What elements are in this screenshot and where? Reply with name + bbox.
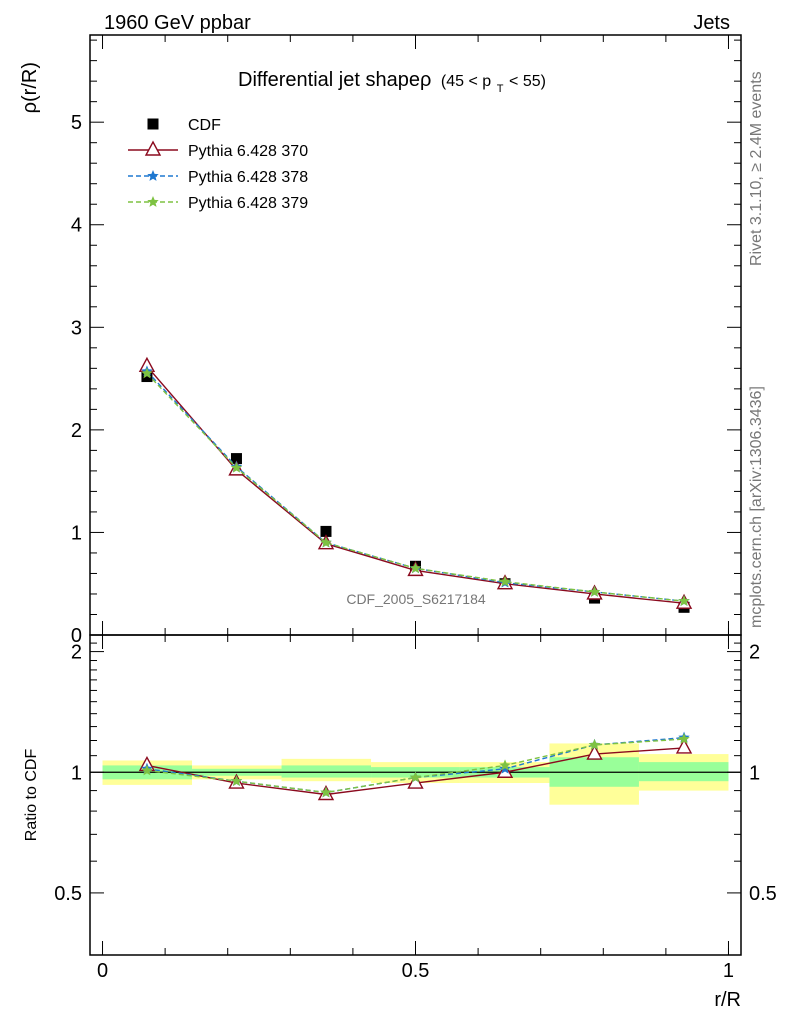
main-y-tick-label-1: 1 <box>71 522 82 544</box>
main-title-text: Differential jet shapeρ <box>238 69 431 91</box>
main-series-3-point-6 <box>678 595 690 607</box>
main-series-3-point-1 <box>230 461 243 473</box>
legend-marker-2 <box>147 170 159 181</box>
ratio-series-2-point-4 <box>499 759 511 771</box>
x-tick-label-0: 0 <box>97 960 108 982</box>
rivet-label: Rivet 3.1.10, ≥ 2.4M events <box>748 71 765 266</box>
x-axis-label: r/R <box>714 989 741 1011</box>
ratio-frame <box>89 634 742 956</box>
main-series-0-point-1 <box>230 453 242 465</box>
legend-label-2: Pythia 6.428 378 <box>188 169 308 186</box>
ratio-series-2-point-2 <box>320 786 332 798</box>
x-tick-label-1: 0.5 <box>402 960 430 982</box>
main-title: Differential jet shapeρ (45 < p T < 55) <box>238 69 546 97</box>
main-y-tick-label-2: 2 <box>71 420 82 442</box>
main-series-3-point-3 <box>409 562 422 574</box>
main-y-tick-label-3: 3 <box>71 317 82 339</box>
main-series-3-point-5 <box>588 585 601 597</box>
legend-marker-1 <box>144 140 162 156</box>
main-marks <box>138 356 693 613</box>
main-y-axis-label: ρ(r/R) <box>19 62 41 113</box>
ratio-y-tick-label-right-0: 0.5 <box>749 883 777 905</box>
ratio-y-axis-label: Ratio to CDF <box>23 749 40 842</box>
analysis-watermark: CDF_2005_S6217184 <box>346 591 486 607</box>
ratio-series-0-point-5 <box>586 744 603 760</box>
legend-label-3: Pythia 6.428 379 <box>188 195 308 212</box>
main-series-3-point-2 <box>320 536 332 548</box>
ratio-y-tick-label-0: 0.5 <box>54 883 82 905</box>
ratio-series-1-point-4 <box>499 762 511 774</box>
ratio-marks <box>138 731 693 801</box>
ratio-x-ticks: 0 0.5 1 <box>97 635 734 982</box>
mcplots-label: mcplots.cern.ch [arXiv:1306.3436] <box>748 386 765 628</box>
ratio-series-2-point-0 <box>141 764 153 776</box>
header-left: 1960 GeV ppbar <box>104 12 251 34</box>
ratio-y-tick-label-right-1: 1 <box>749 762 760 784</box>
main-y-tick-label-4: 4 <box>71 215 82 237</box>
ratio-y-ticks: 0.5 0.5 1 1 2 2 <box>54 642 777 905</box>
main-series-3-point-4 <box>499 575 511 587</box>
ratio-series-2-point-5 <box>588 738 601 750</box>
main-series-0-point-0 <box>141 371 153 383</box>
main-title-range-start: (45 < p <box>441 73 491 90</box>
ratio-series-2-point-3 <box>409 771 422 783</box>
main-title-subscript: T <box>497 83 504 95</box>
ratio-green-band-2 <box>281 765 372 778</box>
ratio-panel: 0.5 0.51 12 2 0 0.5 1 Ratio to CDF r/R <box>23 634 777 1011</box>
main-y-tick-label-5: 5 <box>71 112 82 134</box>
ratio-y-tick-label-2: 2 <box>71 642 82 664</box>
main-panel: 0 1 2 3 4 5 ρ(r/R) Differential jet shapeρ (4… <box>19 34 742 647</box>
legend-marker-0 <box>147 118 159 130</box>
main-series-3-point-0 <box>141 367 153 379</box>
ratio-series-0-point-3 <box>407 773 424 789</box>
ratio-series-2-point-1 <box>230 775 243 787</box>
legend-marker-3 <box>147 196 159 207</box>
legend-label-0: CDF <box>188 117 221 134</box>
ratio-series-2-point-6 <box>678 733 690 744</box>
x-tick-label-2: 1 <box>723 960 734 982</box>
main-y-ticks: 0 1 2 3 4 5 <box>71 35 741 647</box>
main-title-range-end: < 55) <box>509 73 546 90</box>
header-right: Jets <box>693 12 730 34</box>
ratio-y-tick-label-right-2: 2 <box>749 642 760 664</box>
ratio-series-0-point-6 <box>675 738 693 754</box>
ratio-y-tick-label-1: 1 <box>71 762 82 784</box>
main-y-tick-label-0: 0 <box>71 625 82 647</box>
legend: CDF Pythia 6.428 370 Pythia 6.428 378 Pythi… <box>128 117 308 212</box>
main-series-0-point-2 <box>320 525 332 537</box>
ratio-green-band-6 <box>638 762 729 782</box>
legend-label-1: Pythia 6.428 370 <box>188 143 308 160</box>
